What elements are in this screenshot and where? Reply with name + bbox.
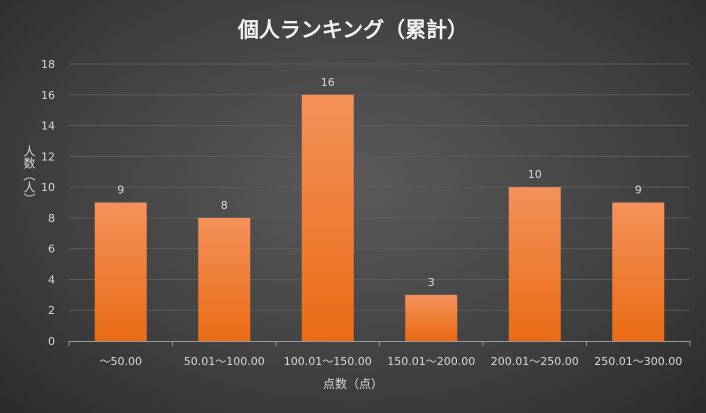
y-tick-label: 4 [48,273,55,286]
y-tick-label: 18 [41,58,55,71]
y-tick-label: 14 [41,120,55,133]
bar [405,294,458,341]
y-tick-label: 0 [48,335,55,348]
bar [508,187,561,341]
y-tick-label: 8 [48,212,55,225]
data-label: 16 [321,76,335,89]
x-axis-title: 点数（点） [323,376,383,391]
data-label: 8 [221,199,228,212]
y-tick-label: 2 [48,304,55,317]
y-axis-title: 人数（人） [22,145,36,205]
x-tick-label: 250.01～300.00 [594,355,682,368]
y-tick-label: 10 [41,181,55,194]
data-label: 9 [635,184,642,197]
bar [612,202,665,341]
bar [301,94,354,342]
data-label: 9 [117,184,124,197]
bar [198,217,251,341]
bar [94,202,147,341]
y-tick-label: 12 [41,150,55,163]
data-label: 10 [528,168,542,181]
x-tick-label: 100.01～150.00 [284,355,372,368]
data-label: 3 [428,276,435,289]
x-tick-label: 50.01～100.00 [184,355,265,368]
x-tick-label: 150.01～200.00 [387,355,475,368]
x-tick-label: 200.01～250.00 [491,355,579,368]
x-tick-label: ～50.00 [100,355,143,368]
y-tick-label: 16 [41,89,55,102]
y-tick-label: 6 [48,243,55,256]
chart-title: 個人ランキング（累計） [237,18,468,42]
